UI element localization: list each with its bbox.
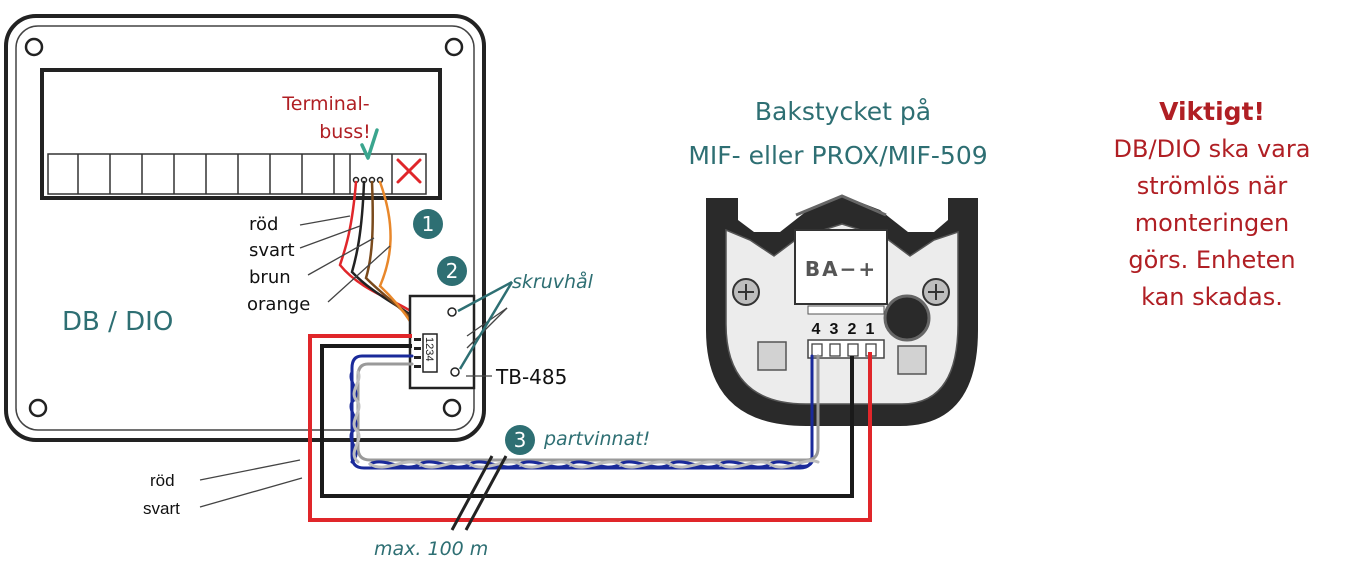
warning-line-3: monteringen [1135,209,1289,237]
reader-knob [883,294,931,342]
step-badge-2: 2 [437,256,467,286]
reader-pin-2: 2 [848,321,857,338]
step-1-number: 1 [422,212,435,236]
reader-back-piece: BA−+ 4 3 2 1 [706,194,978,426]
reader-pin-4: 4 [812,321,821,338]
mounting-hole-tl [24,37,44,57]
power-wire-red [308,334,872,522]
cable-break-mark [450,455,508,531]
wire-label-leaders [199,215,508,508]
reader-terminal-marks: BA−+ [805,257,877,281]
warning-line-4: görs. Enheten [1128,246,1295,274]
reader-pin-1: 1 [866,321,875,338]
blocked-terminal-x-icon [396,158,422,184]
mounting-hole-tr [444,37,464,57]
screw-hole-leaders [457,280,514,370]
tb-485-module: 1234 [408,294,476,390]
mounting-hole-br [442,398,462,418]
wire-label-brown: brun [249,267,291,288]
screw-holes-label: skruvhål [512,270,594,293]
tb-485-label: TB-485 [495,365,567,389]
step-3-number: 3 [514,428,527,452]
terminal-bus-note-line2: buss! [319,121,371,143]
internal-wires [338,180,414,326]
power-label-red: röd [150,471,175,490]
wire-label-red: röd [249,214,278,235]
reader-title-line2: MIF- eller PROX/MIF-509 [688,141,987,170]
warning-heading: Viktigt! [1159,97,1265,126]
twisted-pair-cable [349,354,820,470]
reader-screw-left [732,278,760,306]
reader-screw-right [922,278,950,306]
power-wire-black [320,344,854,498]
reader-title-line1: Bakstycket på [755,97,931,126]
terminal-strip [40,68,442,200]
wire-label-black: svart [249,240,295,261]
reader-pin-3: 3 [830,321,839,338]
check-icon [360,128,379,160]
power-label-black: svart [143,499,180,518]
max-length-label: max. 100 m [374,538,488,560]
wire-label-orange: orange [247,294,310,315]
tb-pin-numbers: 1234 [423,337,435,361]
terminal-bus-pins [352,176,384,184]
mounting-hole-bl [28,398,48,418]
device-label: DB / DIO [62,307,173,337]
warning-line-5: kan skadas. [1141,283,1283,311]
warning-line-2: strömlös när [1137,172,1288,200]
warning-line-1: DB/DIO ska vara [1114,135,1311,163]
terminal-bus-note-line1: Terminal- [281,93,369,115]
step-badge-1: 1 [413,209,443,239]
step-badge-3: 3 [505,425,535,455]
step-2-number: 2 [446,259,459,283]
twisted-note: partvinnat! [543,428,650,450]
